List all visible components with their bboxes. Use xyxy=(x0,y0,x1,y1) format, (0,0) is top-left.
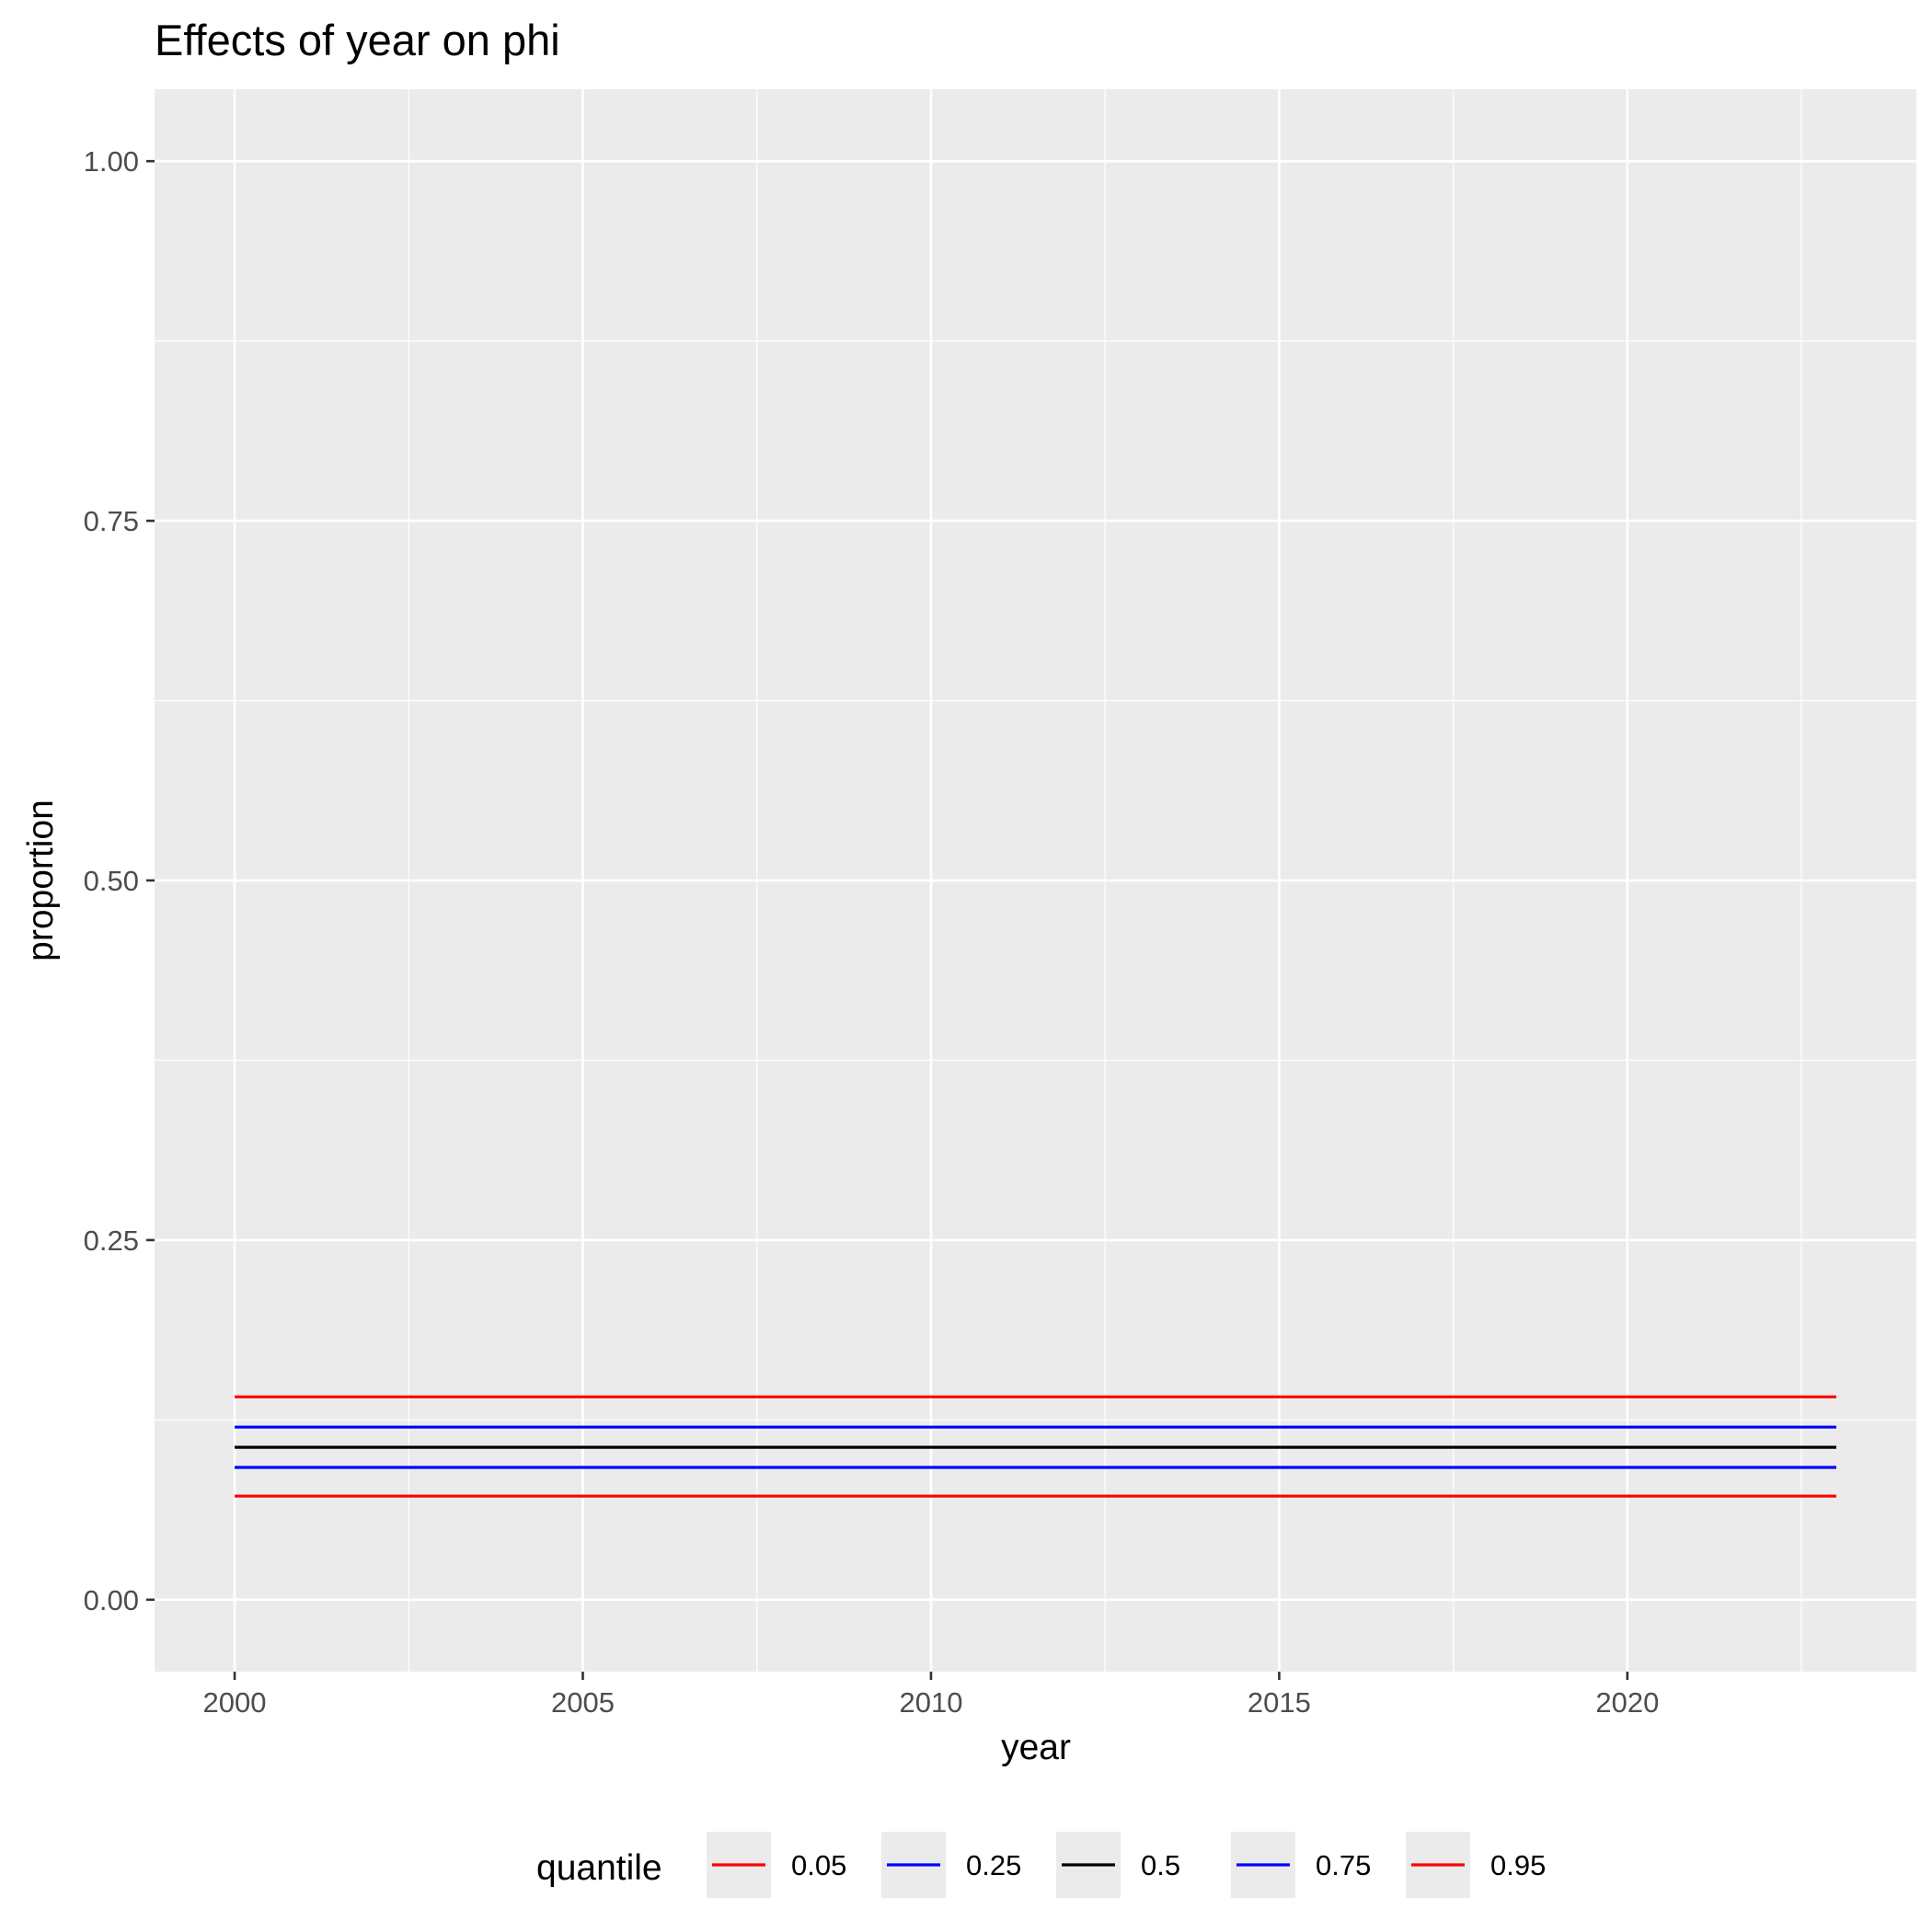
legend-label: 0.05 xyxy=(791,1849,846,1881)
y-axis-title: proportion xyxy=(21,799,61,961)
x-tick-label: 2005 xyxy=(551,1686,615,1719)
legend-title: quantile xyxy=(536,1848,662,1888)
x-tick-label: 2010 xyxy=(899,1686,962,1719)
major-gridlines xyxy=(155,89,1916,1672)
x-tick-label: 2015 xyxy=(1248,1686,1311,1719)
legend: quantile 0.05 0.25 0.5 0.75 0.95 xyxy=(536,1832,1546,1898)
y-tick-label: 1.00 xyxy=(84,145,139,178)
legend-label: 0.5 xyxy=(1141,1849,1180,1881)
legend-label: 0.75 xyxy=(1316,1849,1371,1881)
x-tick-label: 2000 xyxy=(203,1686,267,1719)
y-tick-label: 0.50 xyxy=(84,865,139,897)
x-tick-label: 2020 xyxy=(1595,1686,1659,1719)
legend-label: 0.25 xyxy=(966,1849,1021,1881)
legend-items: 0.05 0.25 0.5 0.75 0.95 xyxy=(707,1832,1546,1898)
y-tick-label: 0.00 xyxy=(84,1584,139,1616)
y-tick-label: 0.75 xyxy=(84,505,139,537)
chart-title: Effects of year on phi xyxy=(155,16,560,64)
x-axis: 2000 2005 2010 2015 2020 xyxy=(203,1672,1659,1719)
legend-label: 0.95 xyxy=(1490,1849,1546,1881)
y-tick-label: 0.25 xyxy=(84,1225,139,1257)
x-axis-title: year xyxy=(1001,1728,1071,1767)
series-lines xyxy=(235,1395,1836,1498)
y-axis: 0.00 0.25 0.50 0.75 1.00 xyxy=(84,145,155,1616)
